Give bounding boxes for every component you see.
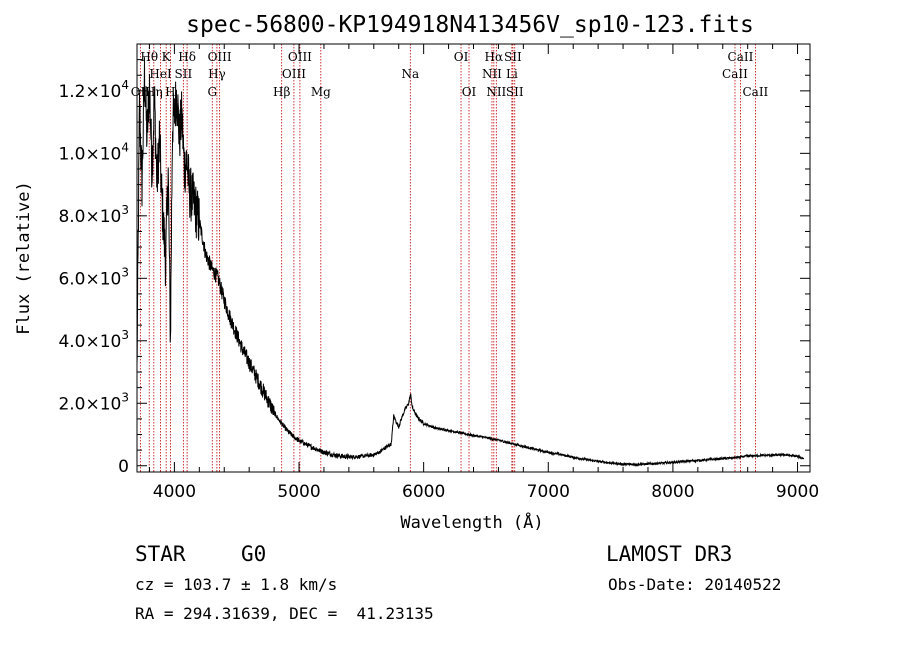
y-tick-mantissa: 6.0×10: [58, 269, 121, 289]
line-label: OI: [462, 85, 477, 99]
y-tick-exponent: 4: [121, 78, 129, 92]
line-label: OIII: [288, 50, 312, 64]
plot-frame: [136, 43, 811, 473]
y-tick-mantissa: 2.0×10: [58, 394, 121, 414]
y-tick-label: 6.0×103: [58, 265, 129, 289]
x-axis-ticks: 4000 5000 6000 7000 8000 9000: [148, 44, 819, 502]
line-label: Mg: [311, 85, 331, 99]
line-label: Hβ: [273, 85, 290, 99]
y-tick-label: 1.0×104: [58, 140, 129, 164]
x-tick-label: 7000: [527, 482, 570, 502]
x-tick-label: 5000: [277, 482, 320, 502]
survey-name: LAMOST DR3: [606, 542, 732, 566]
line-label: Hθ: [140, 50, 158, 64]
y-tick-label: 4.0×103: [58, 328, 129, 352]
y-axis-ticks: 02.0×1034.0×1036.0×1038.0×1031.0×1041.2×…: [58, 59, 810, 477]
y-tick-exponent: 3: [121, 265, 129, 279]
line-label: HeI: [149, 67, 172, 81]
y-tick-label: 1.2×104: [58, 78, 129, 102]
line-label: CaII: [728, 50, 754, 64]
line-label: SII: [506, 85, 524, 99]
y-tick-exponent: 3: [121, 390, 129, 404]
y-tick-exponent: 4: [121, 140, 129, 154]
redshift-text: cz = 103.7 ± 1.8 km/s: [135, 575, 337, 594]
line-label: SII: [175, 67, 193, 81]
coordinates-text: RA = 294.31639, DEC = 41.23135: [135, 604, 434, 623]
line-label: OIII: [208, 50, 232, 64]
y-axis-label: Flux (relative): [14, 181, 34, 335]
line-label: Hγ: [208, 67, 226, 81]
line-label: NII: [486, 85, 506, 99]
object-class: STAR: [135, 542, 186, 566]
x-tick-label: 6000: [402, 482, 445, 502]
line-label: Li: [506, 67, 518, 81]
y-tick-exponent: 3: [121, 328, 129, 342]
chart-title: spec-56800-KP194918N413456V_sp10-123.fit…: [186, 12, 754, 38]
y-tick-mantissa: 4.0×10: [58, 332, 121, 352]
line-label: Na: [401, 67, 419, 81]
line-label: CaII: [722, 67, 748, 81]
y-tick-exponent: 3: [121, 203, 129, 217]
line-label: NII: [482, 67, 502, 81]
x-tick-label: 4000: [153, 482, 196, 502]
line-label: K: [162, 50, 172, 64]
line-label: H: [165, 85, 175, 99]
line-label: OIII: [282, 67, 306, 81]
y-tick-mantissa: 1.2×10: [58, 82, 121, 102]
emission-line-labels: OIIHθHηHeIKHSIIHδGHγOIIIHβOIIIOIIIMgNaOI…: [131, 50, 769, 99]
emission-line-markers: [139, 44, 756, 472]
y-tick-mantissa: 1.0×10: [58, 144, 121, 164]
line-label: CaII: [742, 85, 768, 99]
line-label: OI: [454, 50, 469, 64]
obs-date-text: Obs-Date: 20140522: [608, 575, 781, 594]
x-tick-label: 8000: [651, 482, 694, 502]
y-tick-label: 2.0×103: [58, 390, 129, 414]
y-tick-label: 8.0×103: [58, 203, 129, 227]
x-tick-label: 9000: [776, 482, 819, 502]
spectrum-curve: [136, 57, 805, 468]
y-tick-label: 0: [118, 457, 129, 477]
y-tick-mantissa: 0: [118, 457, 129, 477]
line-label: Hα: [485, 50, 504, 64]
line-label: G: [207, 85, 217, 99]
y-tick-mantissa: 8.0×10: [58, 207, 121, 227]
line-label: Hδ: [178, 50, 196, 64]
object-subclass: G0: [241, 542, 266, 566]
line-label: SII: [504, 50, 522, 64]
x-axis-label: Wavelength (Å): [400, 511, 543, 533]
